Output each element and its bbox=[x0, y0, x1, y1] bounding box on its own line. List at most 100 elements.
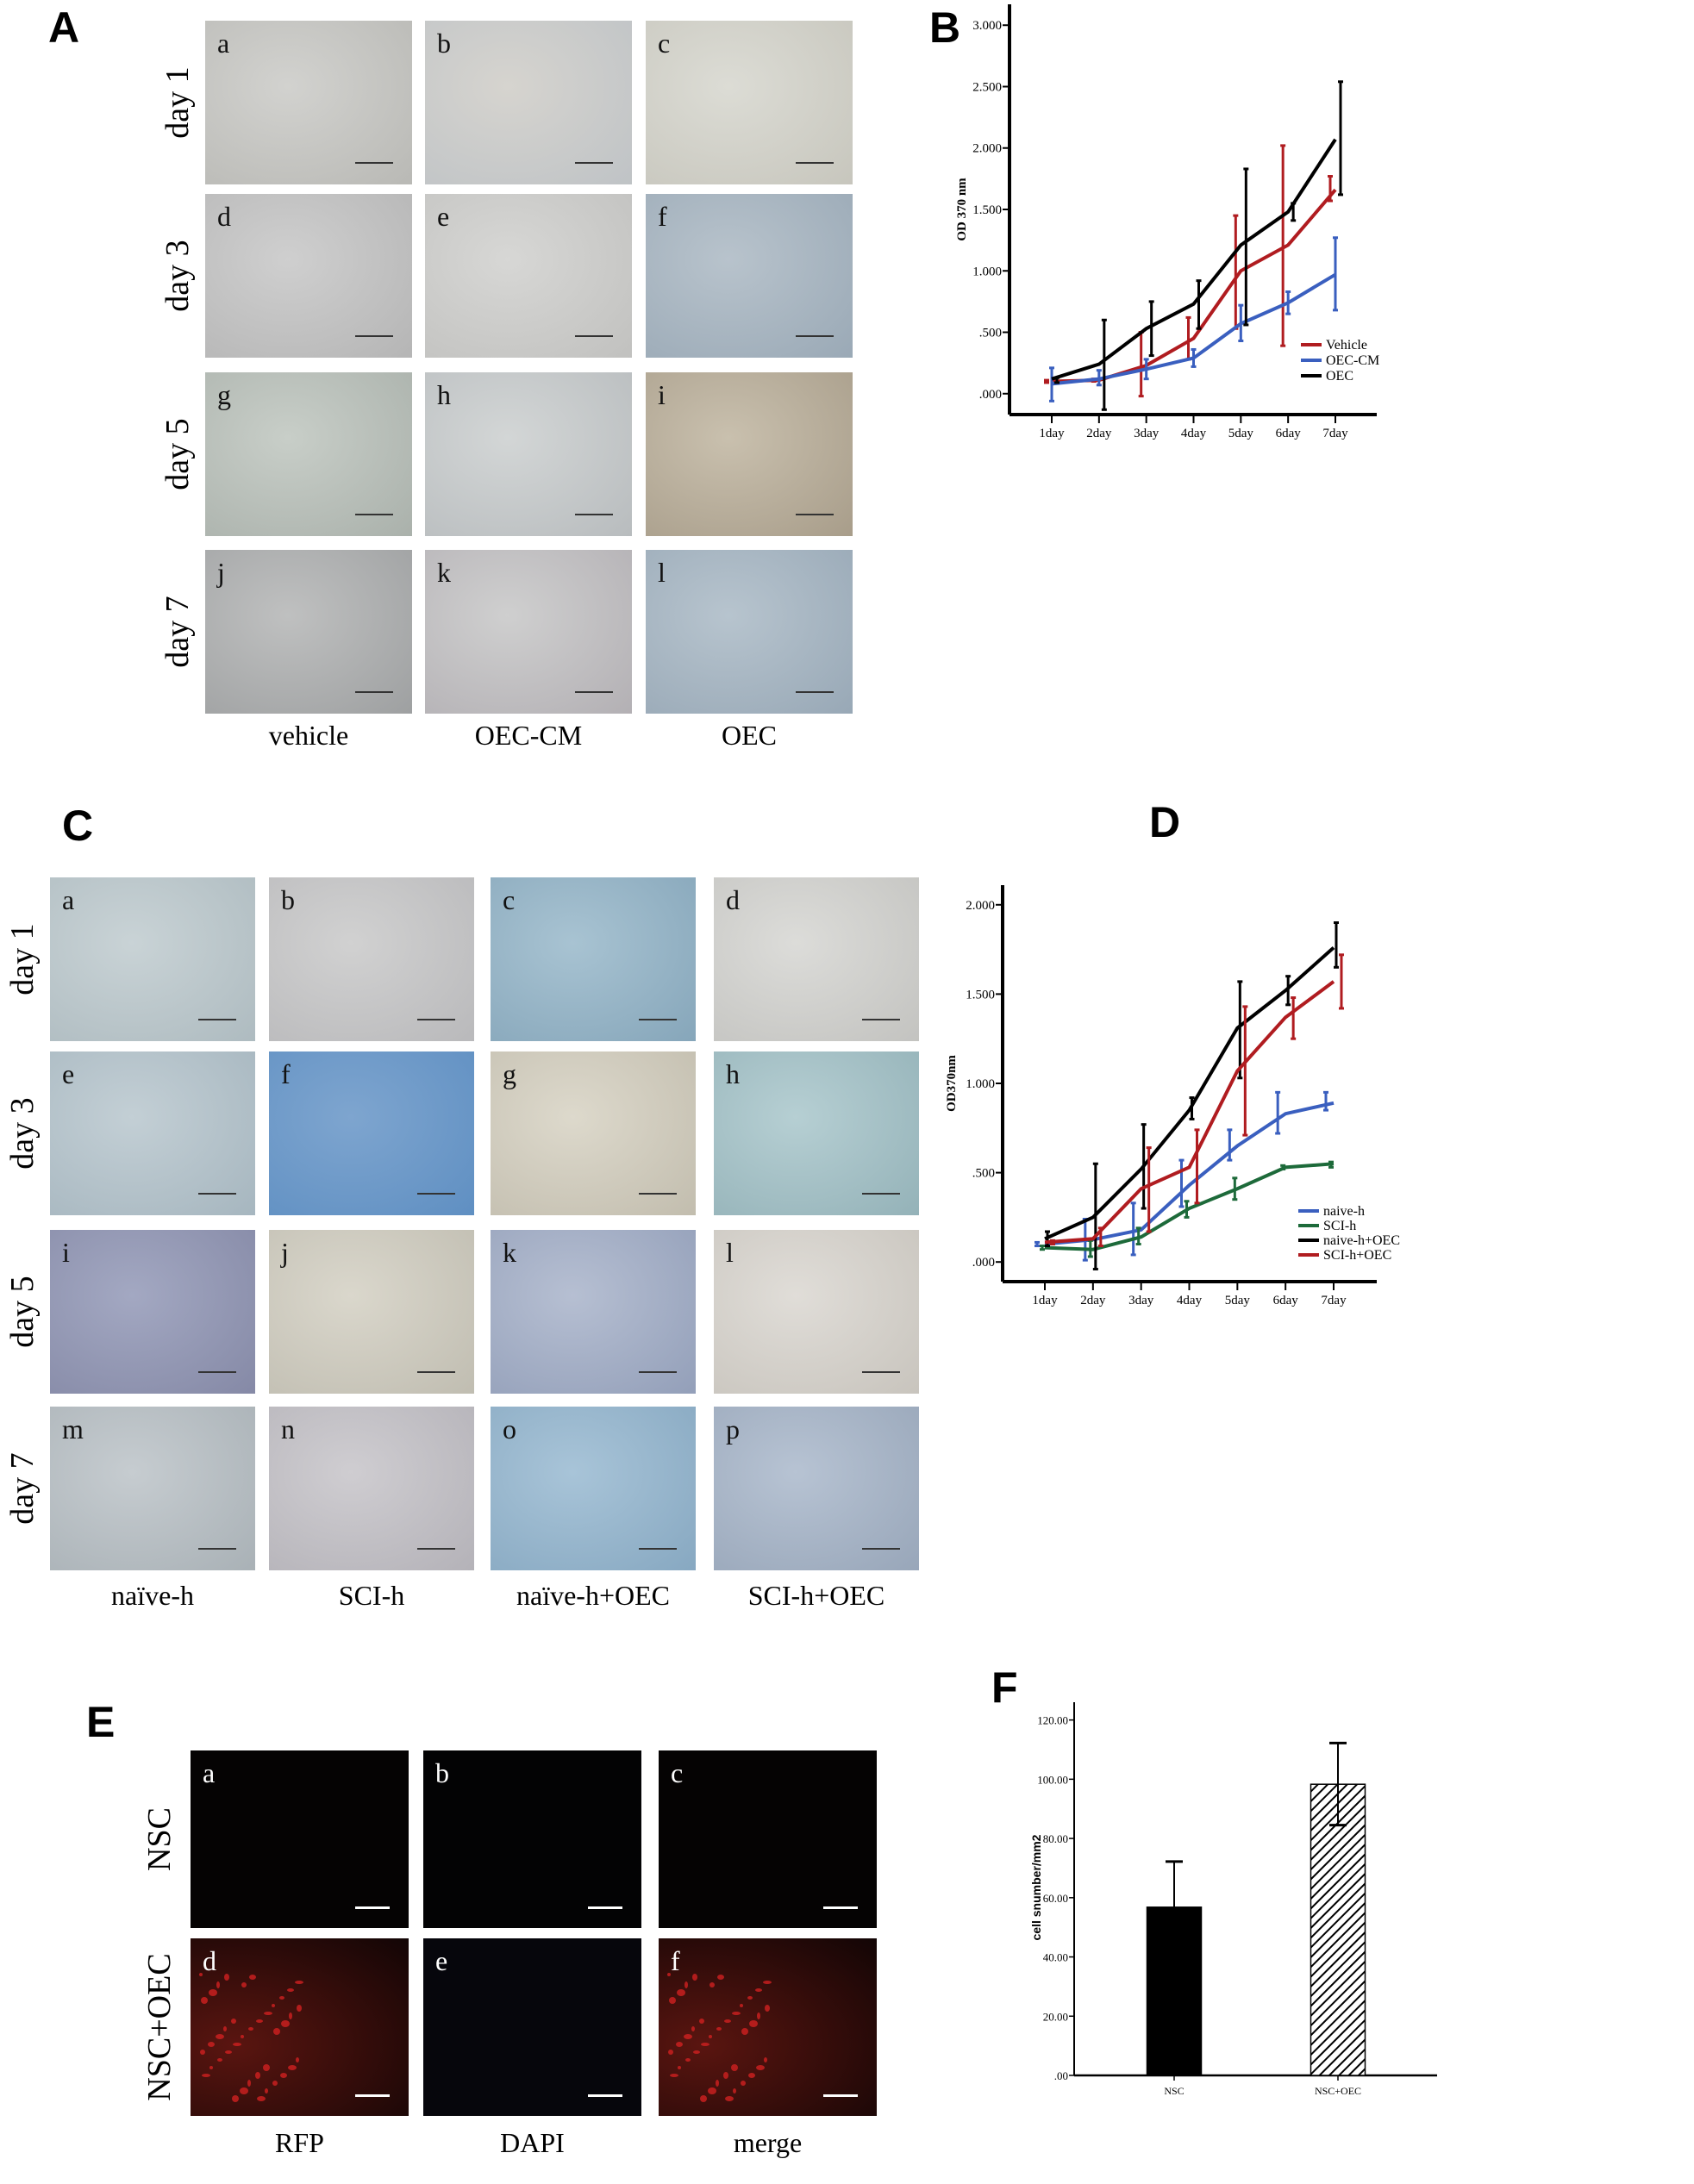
scale-bar bbox=[588, 2094, 622, 2097]
red-cell bbox=[232, 2095, 239, 2102]
panel-letter: f bbox=[671, 1945, 680, 1976]
x-tick-label: 6day bbox=[1273, 1294, 1299, 1307]
panel-label-b: B bbox=[929, 3, 961, 52]
panel-letter: c bbox=[671, 1757, 684, 1788]
column-label: vehicle bbox=[268, 720, 349, 751]
panel-letter: o bbox=[503, 1413, 516, 1445]
series-line-SCI-h+OEC bbox=[1044, 980, 1335, 1245]
red-cell bbox=[209, 2066, 213, 2069]
red-cell bbox=[224, 1974, 229, 1981]
legend-label: OEC-CM bbox=[1326, 353, 1379, 368]
micrograph-c-h: h bbox=[714, 1051, 919, 1215]
red-cell bbox=[756, 2065, 765, 2070]
red-cell bbox=[765, 2005, 770, 2012]
panel-letter: d bbox=[203, 1945, 216, 1976]
micrograph-c-f: f bbox=[269, 1051, 474, 1215]
micrograph-e-c: c bbox=[659, 1750, 877, 1928]
micrograph-c-l: l bbox=[714, 1230, 919, 1394]
red-cell bbox=[676, 2042, 683, 2047]
scale-bar bbox=[862, 1371, 900, 1373]
red-cell bbox=[273, 2028, 280, 2035]
scale-bar bbox=[355, 1906, 390, 1909]
panel-letter: j bbox=[217, 557, 225, 588]
red-cell bbox=[723, 2072, 728, 2079]
panel-letter: m bbox=[62, 1413, 84, 1445]
red-cell bbox=[700, 2095, 707, 2102]
panel-letter: c bbox=[658, 28, 671, 59]
red-cell bbox=[241, 1982, 247, 1987]
scale-bar bbox=[417, 1548, 455, 1550]
red-cell bbox=[288, 2065, 297, 2070]
y-tick-label: .00 bbox=[1054, 2069, 1068, 2082]
micrograph-c-p: p bbox=[714, 1407, 919, 1570]
red-cell bbox=[209, 1989, 217, 1996]
x-tick-label: 3day bbox=[1134, 427, 1160, 440]
x-tick-label: NSC bbox=[1164, 2085, 1184, 2097]
panel-letter: b bbox=[437, 28, 451, 59]
red-cell bbox=[200, 2050, 205, 2055]
micrograph-c-m: m bbox=[50, 1407, 255, 1570]
panel-letter: l bbox=[658, 557, 666, 588]
panel-label-c: C bbox=[62, 802, 94, 850]
red-cell bbox=[668, 2050, 673, 2055]
x-tick-label: 2day bbox=[1080, 1294, 1106, 1307]
column-label: DAPI bbox=[500, 2127, 565, 2158]
y-axis-label: OD370nm bbox=[945, 1055, 959, 1112]
y-tick-label: 1.000 bbox=[966, 1077, 995, 1091]
y-tick-label: 2.000 bbox=[966, 899, 995, 913]
red-cell bbox=[678, 2066, 681, 2069]
micrograph-a-h: h bbox=[425, 372, 632, 536]
bar-NSC+OEC bbox=[1310, 1783, 1366, 2076]
red-cell bbox=[257, 2096, 266, 2101]
micrograph-c-b: b bbox=[269, 877, 474, 1041]
y-tick-label: 60.00 bbox=[1043, 1892, 1068, 1905]
legend-label: Vehicle bbox=[1326, 338, 1367, 353]
y-tick-label: 1.500 bbox=[972, 203, 1002, 217]
red-cell bbox=[233, 2043, 241, 2046]
micrograph-c-c: c bbox=[491, 877, 696, 1041]
red-cell bbox=[708, 2087, 716, 2094]
red-cell bbox=[264, 2012, 272, 2015]
red-cell bbox=[216, 2034, 224, 2039]
red-cell bbox=[225, 2050, 232, 2054]
x-tick-label: 3day bbox=[1128, 1294, 1154, 1307]
legend-label: SCI-h+OEC bbox=[1323, 1248, 1391, 1263]
panel-letter: a bbox=[62, 884, 75, 915]
red-cell bbox=[724, 2019, 731, 2023]
column-label: merge bbox=[733, 2127, 803, 2158]
micrograph-a-j: j bbox=[205, 550, 412, 714]
column-label: SCI-h bbox=[338, 1580, 405, 1611]
scale-bar bbox=[355, 2094, 390, 2097]
red-cell bbox=[296, 2057, 299, 2062]
red-cell bbox=[202, 2074, 210, 2077]
micrograph-a-l: l bbox=[646, 550, 853, 714]
scale-bar bbox=[588, 1906, 622, 1909]
scale-bar bbox=[639, 1193, 677, 1195]
x-tick-label: 2day bbox=[1086, 427, 1112, 440]
red-cell bbox=[701, 2043, 709, 2046]
micrograph-a-g: g bbox=[205, 372, 412, 536]
panel-label-d: D bbox=[1149, 798, 1181, 846]
bar-NSC bbox=[1146, 1906, 1203, 2076]
red-cell bbox=[223, 2026, 227, 2031]
red-cell bbox=[716, 2027, 722, 2031]
series-line-OEC bbox=[1051, 138, 1337, 381]
micrograph-e-e: e bbox=[423, 1938, 641, 2116]
x-tick-label: 4day bbox=[1177, 1294, 1203, 1307]
scale-bar bbox=[639, 1371, 677, 1373]
series-line-naive-h+OEC bbox=[1044, 946, 1335, 1241]
x-tick-label: 1day bbox=[1032, 1294, 1058, 1307]
legend-label: OEC bbox=[1326, 369, 1353, 384]
scale-bar bbox=[198, 1371, 236, 1373]
scale-bar bbox=[355, 335, 393, 337]
red-cell bbox=[289, 2012, 292, 2019]
panel-letter: i bbox=[62, 1237, 70, 1268]
micrograph-c-k: k bbox=[491, 1230, 696, 1394]
micrograph-e-b: b bbox=[423, 1750, 641, 1928]
red-cell bbox=[667, 1973, 671, 1976]
x-tick-label: 6day bbox=[1276, 427, 1302, 440]
panel-letter: d bbox=[217, 201, 231, 232]
red-cell bbox=[263, 2064, 270, 2071]
y-tick-label: 1.000 bbox=[972, 265, 1002, 278]
x-tick-label: NSC+OEC bbox=[1315, 2085, 1361, 2097]
